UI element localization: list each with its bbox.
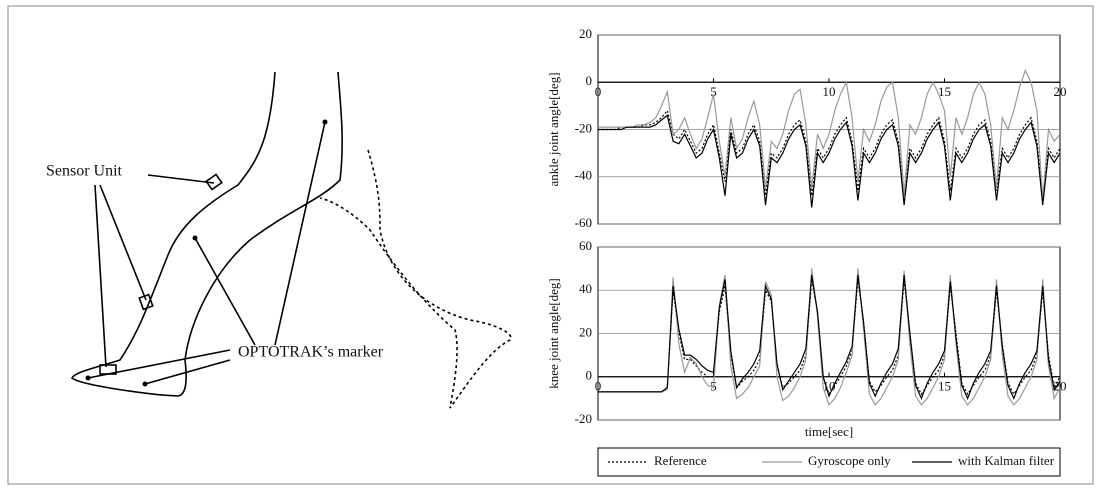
legend-label: with Kalman filter: [958, 453, 1055, 468]
y-tick-label: 60: [579, 238, 592, 253]
x-tick-label: 10: [823, 84, 836, 99]
x-tick-label: 0: [595, 379, 602, 394]
y-tick-label: 40: [579, 281, 592, 296]
y-tick-label: -60: [575, 215, 592, 230]
y-axis-label: ankle joint angle[deg]: [546, 72, 561, 186]
series-line: [598, 114, 1061, 208]
y-tick-label: 0: [586, 368, 593, 383]
sensor-label: Sensor Unit: [46, 163, 123, 180]
marker-label: OPTOTRAK’s marker: [238, 344, 384, 361]
leg-diagram: [71, 71, 512, 409]
x-tick-label: 20: [1054, 84, 1067, 99]
series-line: [598, 68, 1061, 201]
y-tick-label: -40: [575, 168, 592, 183]
y-axis-label: knee joint angle[deg]: [546, 278, 561, 388]
frame: [7, 5, 1094, 485]
legend-label: Gyroscope only: [808, 453, 891, 468]
x-tick-label: 15: [938, 84, 951, 99]
x-tick-label: 15: [938, 379, 951, 394]
legend-label: Reference: [654, 453, 707, 468]
x-axis-label: time[sec]: [805, 424, 853, 439]
series-line: [598, 279, 1061, 396]
series-line: [598, 275, 1061, 400]
y-tick-label: 20: [579, 26, 592, 41]
y-tick-label: 0: [586, 73, 593, 88]
legend-box: [597, 447, 1061, 477]
y-tick-label: 20: [579, 324, 592, 339]
y-tick-label: -20: [575, 411, 592, 426]
y-tick-label: -20: [575, 120, 592, 135]
x-tick-label: 0: [595, 84, 602, 99]
x-tick-label: 5: [710, 84, 717, 99]
marker-dots: [85, 119, 328, 387]
series-line: [598, 109, 1061, 196]
